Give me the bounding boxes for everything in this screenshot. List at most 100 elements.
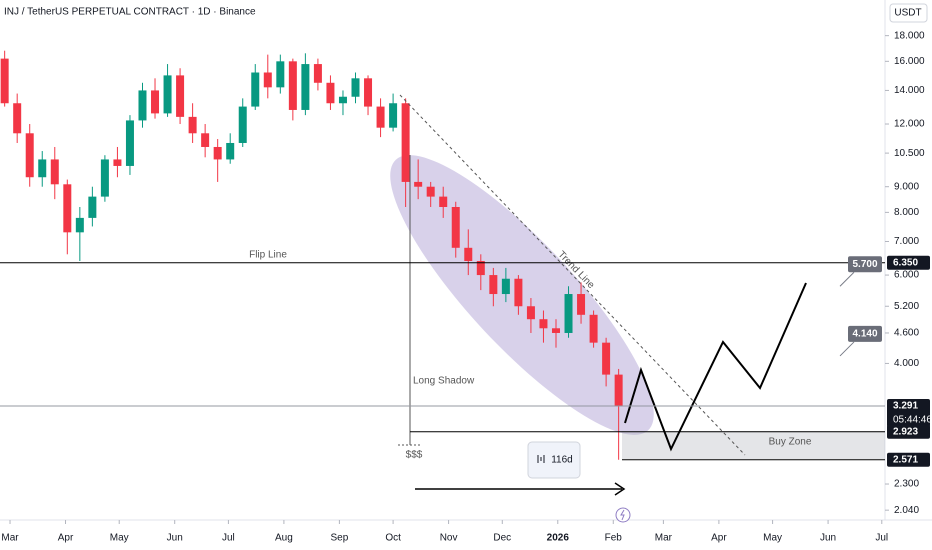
y-tick-label: 9.000 [894, 181, 919, 192]
y-tick-label: 4.000 [894, 358, 919, 369]
candle-body [526, 306, 535, 320]
candle-body [176, 75, 185, 117]
trend-line [399, 94, 746, 456]
candles [0, 50, 623, 460]
candle-body [389, 103, 398, 128]
time-arrow-head [614, 482, 626, 496]
candle-body [426, 186, 435, 197]
currency-box [889, 3, 928, 23]
price-label: 6.350 [893, 257, 918, 268]
target-label: 4.140 [852, 329, 877, 340]
x-tick-label: Mar [1, 533, 19, 544]
candle-body [276, 61, 285, 88]
candle-body [38, 159, 47, 178]
candle-body [614, 374, 623, 406]
candle-body [551, 328, 560, 333]
annotation: Long Shadow [413, 376, 475, 387]
x-tick-label: Dec [493, 533, 511, 544]
target-arrow [839, 341, 855, 357]
y-tick-label: 6.000 [894, 270, 919, 281]
candle-body [25, 133, 34, 178]
price-label: 3.291 [893, 401, 918, 412]
countdown: 05:44:46 [893, 415, 932, 426]
candle-body [338, 96, 347, 104]
target-box [848, 256, 882, 273]
annotation: $$$ [406, 450, 423, 461]
x-tick-label: Apr [711, 533, 727, 544]
candle-body [100, 159, 109, 197]
duration-icon [537, 455, 545, 463]
candle-body [113, 159, 122, 166]
candle-body [364, 78, 373, 107]
candle-body [501, 278, 510, 295]
x-tick-label: Nov [440, 533, 458, 544]
candle-body [75, 217, 84, 233]
price-box [887, 452, 930, 467]
candle-body [151, 90, 160, 114]
candle-body [602, 342, 611, 375]
candle-body [301, 64, 310, 110]
y-tick-label: 4.600 [894, 328, 919, 339]
candle-body [138, 90, 147, 121]
candle-body [514, 278, 523, 307]
candle-body [539, 319, 548, 329]
price-box [887, 398, 930, 427]
candle-body [238, 106, 247, 143]
target-arrow [839, 271, 855, 287]
target-box [848, 325, 882, 342]
x-tick-label: May [763, 533, 782, 544]
price-box [887, 424, 930, 439]
candle-body [326, 82, 335, 104]
projection [624, 282, 807, 452]
y-tick-label: 14.000 [894, 85, 925, 96]
candle-body [50, 159, 59, 185]
y-tick-label: 16.000 [894, 56, 925, 67]
y-tick-label: 8.000 [894, 207, 919, 218]
y-tick-label: 2.300 [894, 479, 919, 490]
x-tick-label: May [110, 533, 129, 544]
candle-body [63, 184, 72, 233]
candle-body [263, 72, 272, 88]
price-label: 2.571 [893, 454, 918, 465]
candle-body [125, 120, 134, 166]
candle-body [288, 61, 297, 110]
candle-body [13, 103, 22, 134]
candle-body [476, 261, 485, 276]
buy-zone [622, 431, 885, 459]
candle-body [226, 142, 235, 160]
x-tick-label: Feb [605, 533, 623, 544]
candle-body [0, 58, 9, 104]
candle-body [401, 103, 410, 182]
x-tick-label: Jun [820, 533, 836, 544]
target-label: 5.700 [852, 259, 877, 270]
currency: USDT [894, 8, 921, 19]
y-tick-label: 7.000 [894, 236, 919, 247]
axes: 18.000 16.000 14.000 12.000 10.500 9.000 8.000… [0, 30, 932, 544]
y-tick-label: 5.200 [894, 301, 919, 312]
candle-body [564, 294, 573, 333]
x-tick-label: Mar [655, 533, 673, 544]
candle-body [376, 106, 385, 128]
candle-body [464, 247, 473, 262]
candle-body [439, 196, 448, 207]
annotation: Buy Zone [769, 437, 812, 448]
y-tick-label: 18.000 [894, 30, 925, 41]
chart-title: INJ / TetherUS PERPETUAL CONTRACT · 1D ·… [4, 7, 256, 18]
candle-body [213, 146, 222, 160]
x-tick-label: 2026 [547, 533, 570, 544]
x-tick-label: Oct [385, 533, 401, 544]
candle-body [163, 75, 172, 114]
annotation: 116d [551, 455, 573, 466]
y-tick-label: 2.040 [894, 505, 919, 516]
y-tick-label: 12.000 [894, 119, 925, 130]
candle-body [451, 206, 460, 248]
x-tick-label: Jul [875, 533, 888, 544]
candle-body [188, 116, 197, 134]
x-tick-label: Apr [58, 533, 74, 544]
candle-body [201, 133, 210, 147]
y-tick-label: 10.500 [894, 148, 925, 159]
candle-body [351, 78, 360, 97]
candle-body [577, 294, 586, 315]
x-tick-label: Sep [330, 533, 348, 544]
